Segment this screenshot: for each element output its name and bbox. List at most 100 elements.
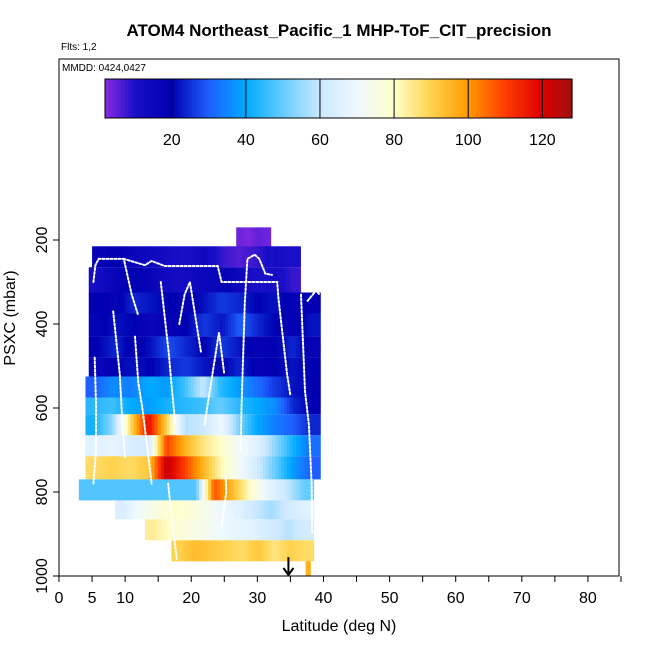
colorbar-swatch	[345, 79, 350, 118]
heatmap-cell	[180, 357, 185, 377]
colorbar-swatch	[181, 79, 186, 118]
heatmap-cell	[183, 267, 187, 293]
heatmap-cell	[186, 500, 191, 520]
heatmap-cell	[284, 540, 288, 562]
heatmap-cell	[133, 456, 138, 480]
heatmap-cell	[173, 500, 177, 520]
heatmap-cell	[151, 414, 156, 436]
heatmap-cell	[111, 479, 116, 501]
heatmap-cell	[142, 500, 147, 520]
heatmap-cell	[275, 267, 280, 293]
heatmap-cell	[275, 292, 280, 314]
heatmap-cell	[220, 414, 225, 436]
heatmap-cell	[308, 540, 312, 562]
heatmap-cell	[223, 435, 228, 457]
heatmap-cell	[198, 292, 203, 314]
heatmap-cell	[199, 376, 204, 398]
heatmap-cell	[314, 456, 318, 480]
heatmap-cell	[290, 397, 294, 415]
heatmap-cell	[124, 414, 129, 436]
heatmap-cell	[308, 313, 312, 337]
heatmap-cell	[275, 357, 280, 377]
heatmap-cell	[157, 414, 162, 436]
heatmap-cell	[144, 246, 148, 268]
heatmap-cell	[281, 456, 285, 480]
heatmap-cell	[240, 519, 244, 541]
heatmap-cell	[267, 227, 270, 253]
heatmap-cell	[301, 479, 306, 501]
colorbar-swatch	[401, 79, 406, 118]
heatmap-cell	[263, 500, 268, 520]
heatmap-cell	[109, 246, 113, 268]
heatmap-cell	[172, 479, 176, 501]
colorbar-swatch	[478, 79, 483, 118]
heatmap-cell	[190, 456, 195, 480]
heatmap-cell	[294, 267, 299, 293]
heatmap-cell	[281, 540, 286, 562]
heatmap-cell	[175, 479, 179, 501]
heatmap-cell	[172, 267, 177, 293]
heatmap-cell	[293, 292, 298, 314]
heatmap-cell	[296, 336, 300, 358]
heatmap-cell	[299, 519, 303, 541]
heatmap-cell	[127, 357, 131, 377]
x-tick-label: 80	[579, 590, 597, 607]
heatmap-cell	[274, 519, 278, 541]
heatmap-cell	[241, 500, 246, 520]
heatmap-cell	[202, 435, 207, 457]
heatmap-cell	[154, 292, 158, 314]
heatmap-cell	[155, 246, 160, 268]
heatmap-cell	[121, 336, 125, 358]
heatmap-cell	[272, 500, 276, 520]
heatmap-cell	[151, 456, 156, 480]
heatmap-cell	[305, 313, 309, 337]
heatmap-cell	[130, 292, 134, 314]
colorbar-swatch	[301, 79, 306, 118]
heatmap-cell	[243, 336, 247, 358]
heatmap-cell	[262, 519, 267, 541]
heatmap-cell	[97, 376, 102, 398]
colorbar-swatch	[258, 79, 263, 118]
heatmap-cell	[296, 397, 300, 415]
heatmap-cell	[187, 540, 191, 562]
heatmap-cell	[251, 227, 254, 253]
heatmap-cell	[299, 500, 304, 520]
heatmap-cell	[234, 292, 238, 314]
heatmap-cell	[171, 313, 176, 337]
heatmap-cell	[190, 246, 194, 268]
heatmap-cell	[200, 500, 204, 520]
heatmap-cell	[286, 479, 291, 501]
heatmap-cell	[171, 540, 175, 562]
heatmap-cell	[161, 267, 166, 293]
colorbar-swatch	[225, 79, 230, 118]
heatmap-cell	[172, 435, 177, 457]
heatmap-cell	[199, 479, 203, 501]
heatmap-cell	[221, 540, 225, 562]
heatmap-cell	[251, 519, 256, 541]
heatmap-cell	[154, 414, 159, 436]
heatmap-cell	[271, 246, 275, 268]
flight-track-segment	[92, 356, 97, 485]
heatmap-cell	[283, 500, 287, 520]
heatmap-cell	[288, 246, 293, 268]
heatmap-cell	[136, 336, 140, 358]
heatmap-cell	[156, 267, 160, 293]
heatmap-cell	[225, 500, 229, 520]
heatmap-cell	[174, 313, 179, 337]
heatmap-cell	[115, 246, 119, 268]
heatmap-cell	[311, 435, 315, 457]
heatmap-cell	[247, 376, 252, 398]
heatmap-cell	[207, 357, 211, 377]
colorbar-swatch	[255, 79, 260, 118]
heatmap-cell	[269, 357, 274, 377]
heatmap-cell	[175, 414, 180, 436]
x-tick-label: 30	[248, 590, 266, 607]
heatmap-cell	[317, 292, 321, 314]
heatmap-cell	[247, 479, 251, 501]
heatmap-cell	[248, 267, 253, 293]
heatmap-cell	[228, 500, 232, 520]
heatmap-cell	[137, 500, 141, 520]
colorbar-swatch	[398, 79, 403, 118]
heatmap-cell	[287, 336, 292, 358]
heatmap-cell	[144, 519, 149, 541]
